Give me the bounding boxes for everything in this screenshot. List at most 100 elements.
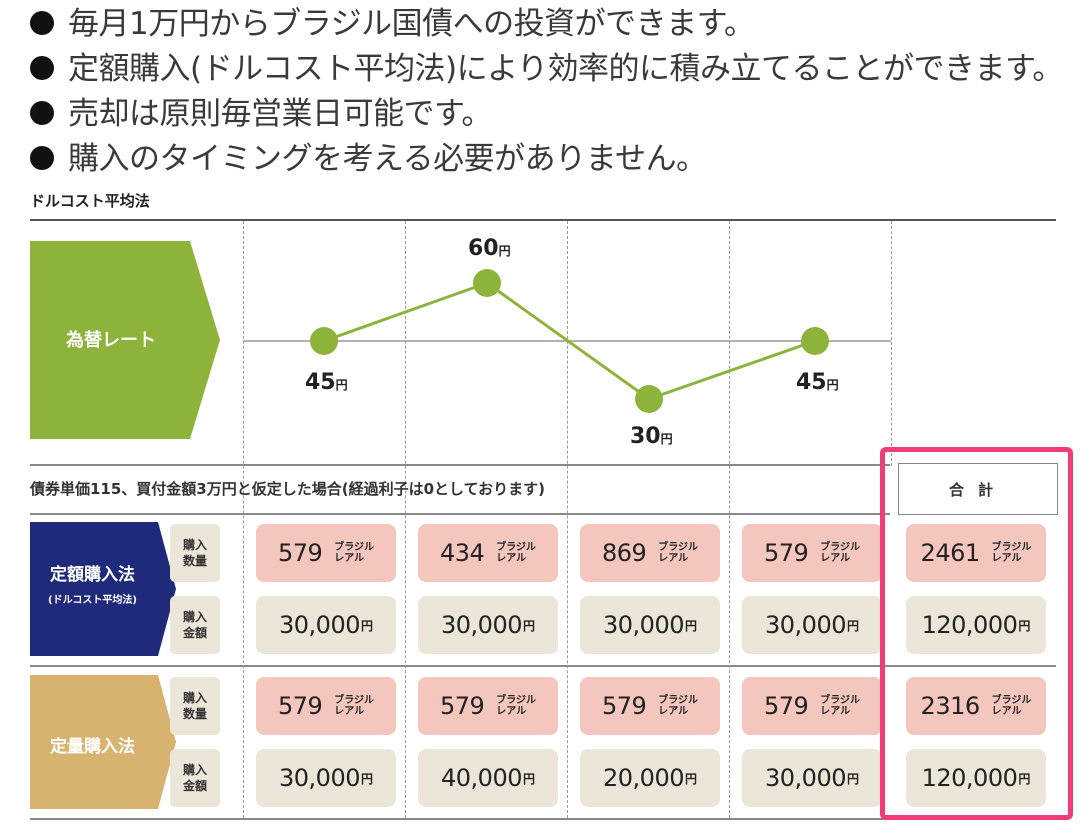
method-label: 定量購入法 bbox=[30, 732, 155, 757]
cell-value: 579 bbox=[277, 539, 323, 567]
method-name: 定額購入法 bbox=[50, 565, 135, 585]
method-arrow-fixed-amount bbox=[30, 522, 176, 656]
cell-value: 579 bbox=[277, 692, 323, 720]
cell-unit: ブラジル レアル bbox=[820, 695, 861, 717]
cell-unit: 円 bbox=[360, 771, 373, 786]
cell-value: 434 bbox=[439, 539, 485, 567]
rate-point bbox=[310, 327, 338, 355]
cell-value: 30,000 bbox=[441, 611, 522, 639]
amount-cell: 30,000 円 bbox=[742, 596, 882, 654]
divider bbox=[30, 818, 1056, 820]
cell-value: 579 bbox=[439, 692, 485, 720]
rate-label-arrow bbox=[30, 241, 220, 439]
amount-cell: 20,000 円 bbox=[580, 749, 720, 807]
method-sub: (ドルコスト平均法) bbox=[48, 595, 137, 606]
quantity-cell: 579 ブラジル レアル bbox=[742, 524, 882, 582]
quantity-cell: 579 ブラジル レアル bbox=[418, 677, 558, 735]
bullet-icon bbox=[30, 56, 54, 80]
rate-point bbox=[635, 385, 663, 413]
quantity-cell: 579 ブラジル レアル bbox=[256, 677, 396, 735]
cell-value: 869 bbox=[601, 539, 647, 567]
section-title: ドルコスト平均法 bbox=[30, 192, 150, 210]
amount-cell: 30,000 円 bbox=[580, 596, 720, 654]
quantity-cell: 579 ブラジル レアル bbox=[742, 677, 882, 735]
cell-unit: 円 bbox=[1018, 771, 1031, 786]
total-highlight-box bbox=[880, 447, 1073, 820]
quantity-cell: 869 ブラジル レアル bbox=[580, 524, 720, 582]
divider bbox=[30, 219, 1056, 221]
grid-line bbox=[891, 221, 892, 466]
cell-value: 30,000 bbox=[765, 611, 846, 639]
cell-unit: 円 bbox=[360, 618, 373, 633]
amount-cell: 40,000 円 bbox=[418, 749, 558, 807]
cell-unit: ブラジル レアル bbox=[991, 695, 1032, 717]
qty-row-label: 購入 数量 bbox=[170, 524, 220, 582]
cell-unit: 円 bbox=[684, 771, 697, 786]
amount-cell: 120,000 円 bbox=[906, 596, 1046, 654]
feature-item: 売却は原則毎営業日可能です。 bbox=[30, 92, 1063, 137]
amt-row-label: 購入 金額 bbox=[170, 596, 220, 654]
quantity-cell: 2461 ブラジル レアル bbox=[906, 524, 1046, 582]
cell-value: 579 bbox=[763, 539, 809, 567]
feature-item: 毎月1万円からブラジル国債への投資ができます。 bbox=[30, 2, 1063, 47]
divider bbox=[30, 665, 1056, 667]
method-arrow-fixed-qty bbox=[30, 675, 176, 809]
grid-line bbox=[405, 221, 406, 818]
cell-value: 579 bbox=[601, 692, 647, 720]
feature-list: 毎月1万円からブラジル国債への投資ができます。 定額購入(ドルコスト平均法)によ… bbox=[30, 2, 1063, 182]
rate-data-label: 60円 bbox=[468, 236, 511, 261]
rate-data-label: 30円 bbox=[630, 424, 673, 449]
method-label: 定額購入法 (ドルコスト平均法) bbox=[30, 560, 155, 606]
divider bbox=[30, 513, 890, 515]
cell-unit: 円 bbox=[522, 618, 535, 633]
rate-series-line bbox=[323, 281, 816, 401]
amount-cell: 30,000 円 bbox=[742, 749, 882, 807]
rate-data-label: 45円 bbox=[796, 370, 839, 395]
qty-row-label: 購入 数量 bbox=[170, 677, 220, 735]
total-header: 合計 bbox=[898, 463, 1058, 515]
grid-line bbox=[567, 221, 568, 818]
method-name: 定量購入法 bbox=[50, 737, 135, 757]
cell-unit: 円 bbox=[684, 618, 697, 633]
amount-cell: 30,000 円 bbox=[418, 596, 558, 654]
table-note: 債券単価115、買付金額3万円と仮定した場合(経過利子は0としております) bbox=[30, 480, 545, 498]
cell-unit: ブラジル レアル bbox=[991, 542, 1032, 564]
rate-data-label: 45円 bbox=[305, 370, 348, 395]
cell-value: 2461 bbox=[920, 539, 981, 567]
cell-value: 30,000 bbox=[279, 611, 360, 639]
bullet-icon bbox=[30, 146, 54, 170]
amt-row-label: 購入 金額 bbox=[170, 749, 220, 807]
feature-item: 購入のタイミングを考える必要がありません。 bbox=[30, 137, 1063, 182]
cell-value: 579 bbox=[763, 692, 809, 720]
grid-line bbox=[243, 221, 244, 818]
grid-line bbox=[729, 221, 730, 818]
cell-unit: ブラジル レアル bbox=[496, 695, 537, 717]
rate-point bbox=[801, 327, 829, 355]
cell-value: 120,000 bbox=[921, 764, 1018, 792]
cell-unit: 円 bbox=[522, 771, 535, 786]
quantity-cell: 434 ブラジル レアル bbox=[418, 524, 558, 582]
cell-value: 30,000 bbox=[765, 764, 846, 792]
cell-value: 30,000 bbox=[603, 611, 684, 639]
rate-point bbox=[473, 269, 501, 297]
amount-cell: 120,000 円 bbox=[906, 749, 1046, 807]
quantity-cell: 2316 ブラジル レアル bbox=[906, 677, 1046, 735]
cell-value: 30,000 bbox=[279, 764, 360, 792]
cell-unit: ブラジル レアル bbox=[334, 695, 375, 717]
cell-unit: 円 bbox=[846, 771, 859, 786]
cell-unit: ブラジル レアル bbox=[658, 695, 699, 717]
cell-unit: ブラジル レアル bbox=[658, 542, 699, 564]
amount-cell: 30,000 円 bbox=[256, 596, 396, 654]
rate-label: 為替レート bbox=[66, 330, 156, 351]
cell-value: 40,000 bbox=[441, 764, 522, 792]
quantity-cell: 579 ブラジル レアル bbox=[580, 677, 720, 735]
cell-unit: 円 bbox=[846, 618, 859, 633]
cell-value: 120,000 bbox=[921, 611, 1018, 639]
cell-unit: 円 bbox=[1018, 618, 1031, 633]
bullet-icon bbox=[30, 11, 54, 35]
quantity-cell: 579 ブラジル レアル bbox=[256, 524, 396, 582]
bullet-icon bbox=[30, 101, 54, 125]
amount-cell: 30,000 円 bbox=[256, 749, 396, 807]
cell-unit: ブラジル レアル bbox=[334, 542, 375, 564]
feature-item: 定額購入(ドルコスト平均法)により効率的に積み立てることができます。 bbox=[30, 47, 1063, 92]
